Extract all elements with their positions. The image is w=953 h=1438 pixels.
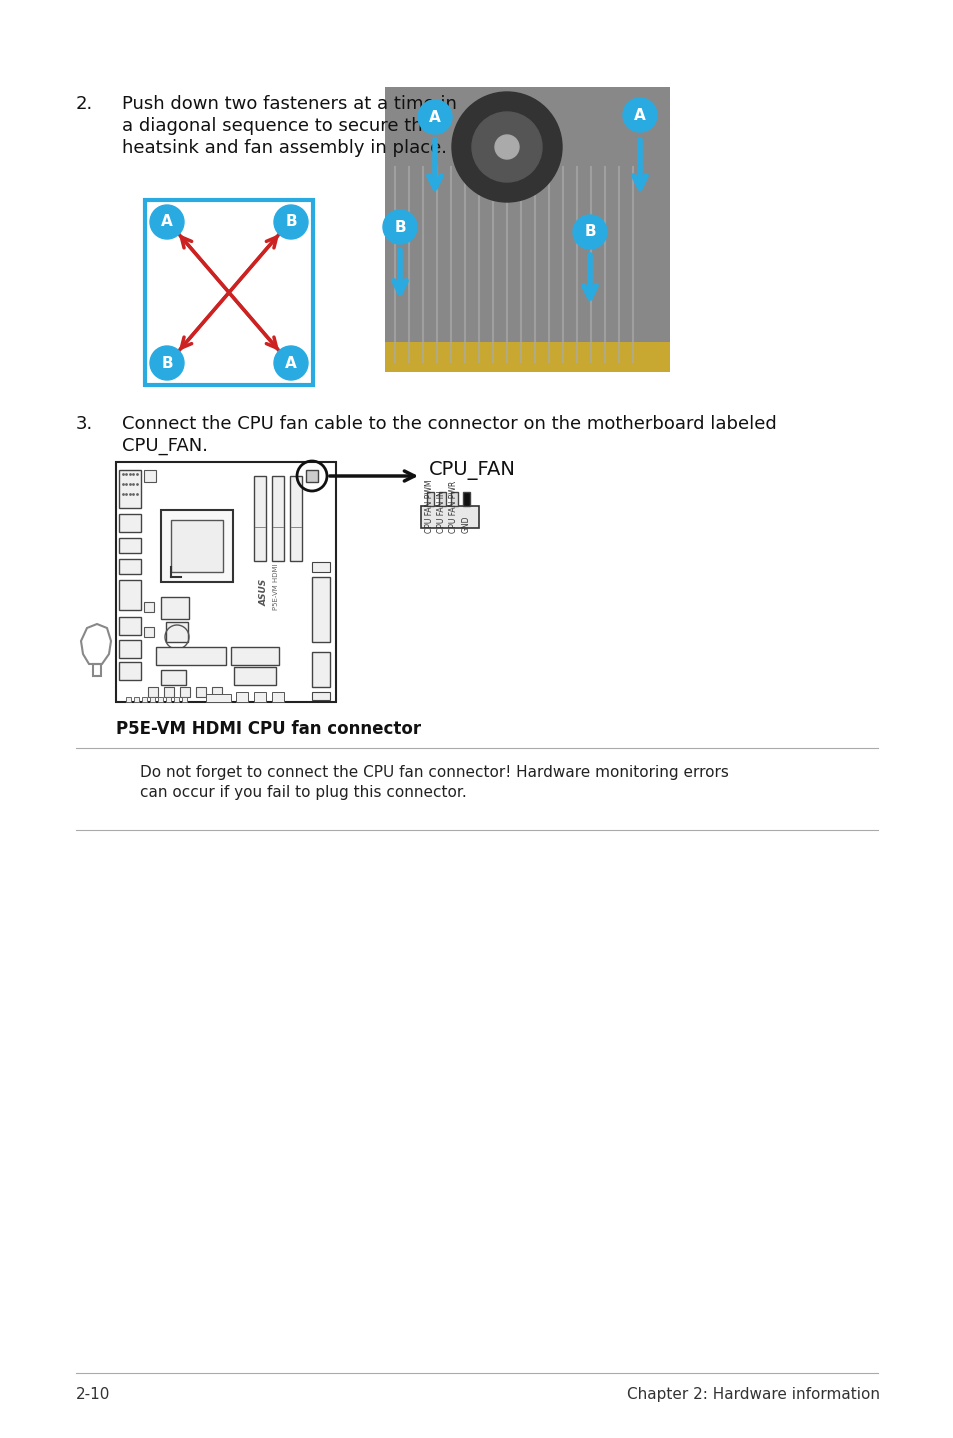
Text: a diagonal sequence to secure the: a diagonal sequence to secure the [122,116,434,135]
Text: CPU FAN IN: CPU FAN IN [437,490,446,533]
Bar [195,687,206,697]
Bar [119,513,141,532]
Text: P5E-VM HDMI: P5E-VM HDMI [273,564,278,610]
Bar [133,697,139,702]
Text: A: A [429,109,440,125]
Text: can occur if you fail to plug this connector.: can occur if you fail to plug this conne… [140,785,466,800]
Bar [206,695,231,702]
Circle shape [573,216,606,249]
Bar [119,580,141,610]
Bar [171,521,223,572]
Bar [462,492,470,506]
Text: 3.: 3. [76,416,93,433]
Bar [385,342,669,372]
Circle shape [495,135,518,160]
Bar [126,697,131,702]
Text: heatsink and fan assembly in place.: heatsink and fan assembly in place. [122,139,447,157]
Bar [164,687,173,697]
Text: A: A [161,214,172,230]
Bar [451,492,457,506]
Circle shape [417,101,452,134]
Bar [145,200,313,385]
Bar [212,687,222,697]
Bar [420,506,478,528]
Bar [233,667,275,684]
Text: B: B [161,355,172,371]
Bar [312,651,330,687]
Bar [156,647,226,664]
Circle shape [274,206,308,239]
Circle shape [150,347,184,380]
Bar [166,623,188,641]
Text: GND: GND [461,515,470,533]
Text: 2-10: 2-10 [76,1388,111,1402]
Text: CPU_FAN.: CPU_FAN. [122,437,208,454]
Text: ASUS: ASUS [259,578,268,605]
Bar [272,476,284,561]
Text: B: B [285,214,296,230]
Bar [173,697,179,702]
Bar [144,603,153,613]
Text: P5E-VM HDMI CPU fan connector: P5E-VM HDMI CPU fan connector [116,720,420,738]
Bar [438,492,446,506]
Text: Chapter 2: Hardware information: Chapter 2: Hardware information [626,1388,879,1402]
Text: CPU FAN PWM: CPU FAN PWM [425,479,434,533]
Bar [231,647,278,664]
Bar [272,692,284,702]
Bar [116,462,335,702]
Bar [253,476,266,561]
Bar [161,597,189,618]
Bar [142,697,147,702]
Circle shape [622,98,657,132]
Bar [144,627,153,637]
Circle shape [274,347,308,380]
Bar [235,692,248,702]
Bar [150,697,154,702]
Bar [161,510,233,582]
Bar [161,670,186,684]
Text: A: A [285,355,296,371]
Bar [119,470,141,508]
Bar [119,640,141,659]
Bar [119,617,141,636]
Text: Do not forget to connect the CPU fan connector! Hardware monitoring errors: Do not forget to connect the CPU fan con… [140,765,728,779]
Text: Connect the CPU fan cable to the connector on the motherboard labeled: Connect the CPU fan cable to the connect… [122,416,776,433]
Circle shape [150,206,184,239]
Bar [290,476,302,561]
Bar [119,661,141,680]
Text: CPU_FAN: CPU_FAN [429,460,516,479]
Bar [312,577,330,641]
Bar [385,88,669,372]
Text: A: A [634,108,645,122]
Bar [158,697,163,702]
Bar [180,687,190,697]
Circle shape [382,210,416,244]
Bar [427,492,434,506]
Text: B: B [583,224,596,240]
Text: 2.: 2. [76,95,93,114]
Bar [144,470,156,482]
Text: CPU FAN PWR: CPU FAN PWR [449,480,458,533]
Bar [306,470,317,482]
Bar [312,562,330,572]
Bar [148,687,158,697]
Bar [166,697,171,702]
Bar [119,538,141,554]
Text: B: B [394,220,405,234]
Bar [312,692,330,700]
Bar [182,697,187,702]
Text: Push down two fasteners at a time in: Push down two fasteners at a time in [122,95,456,114]
Bar [119,559,141,574]
Bar [253,692,266,702]
Circle shape [472,112,541,183]
Circle shape [452,92,561,201]
